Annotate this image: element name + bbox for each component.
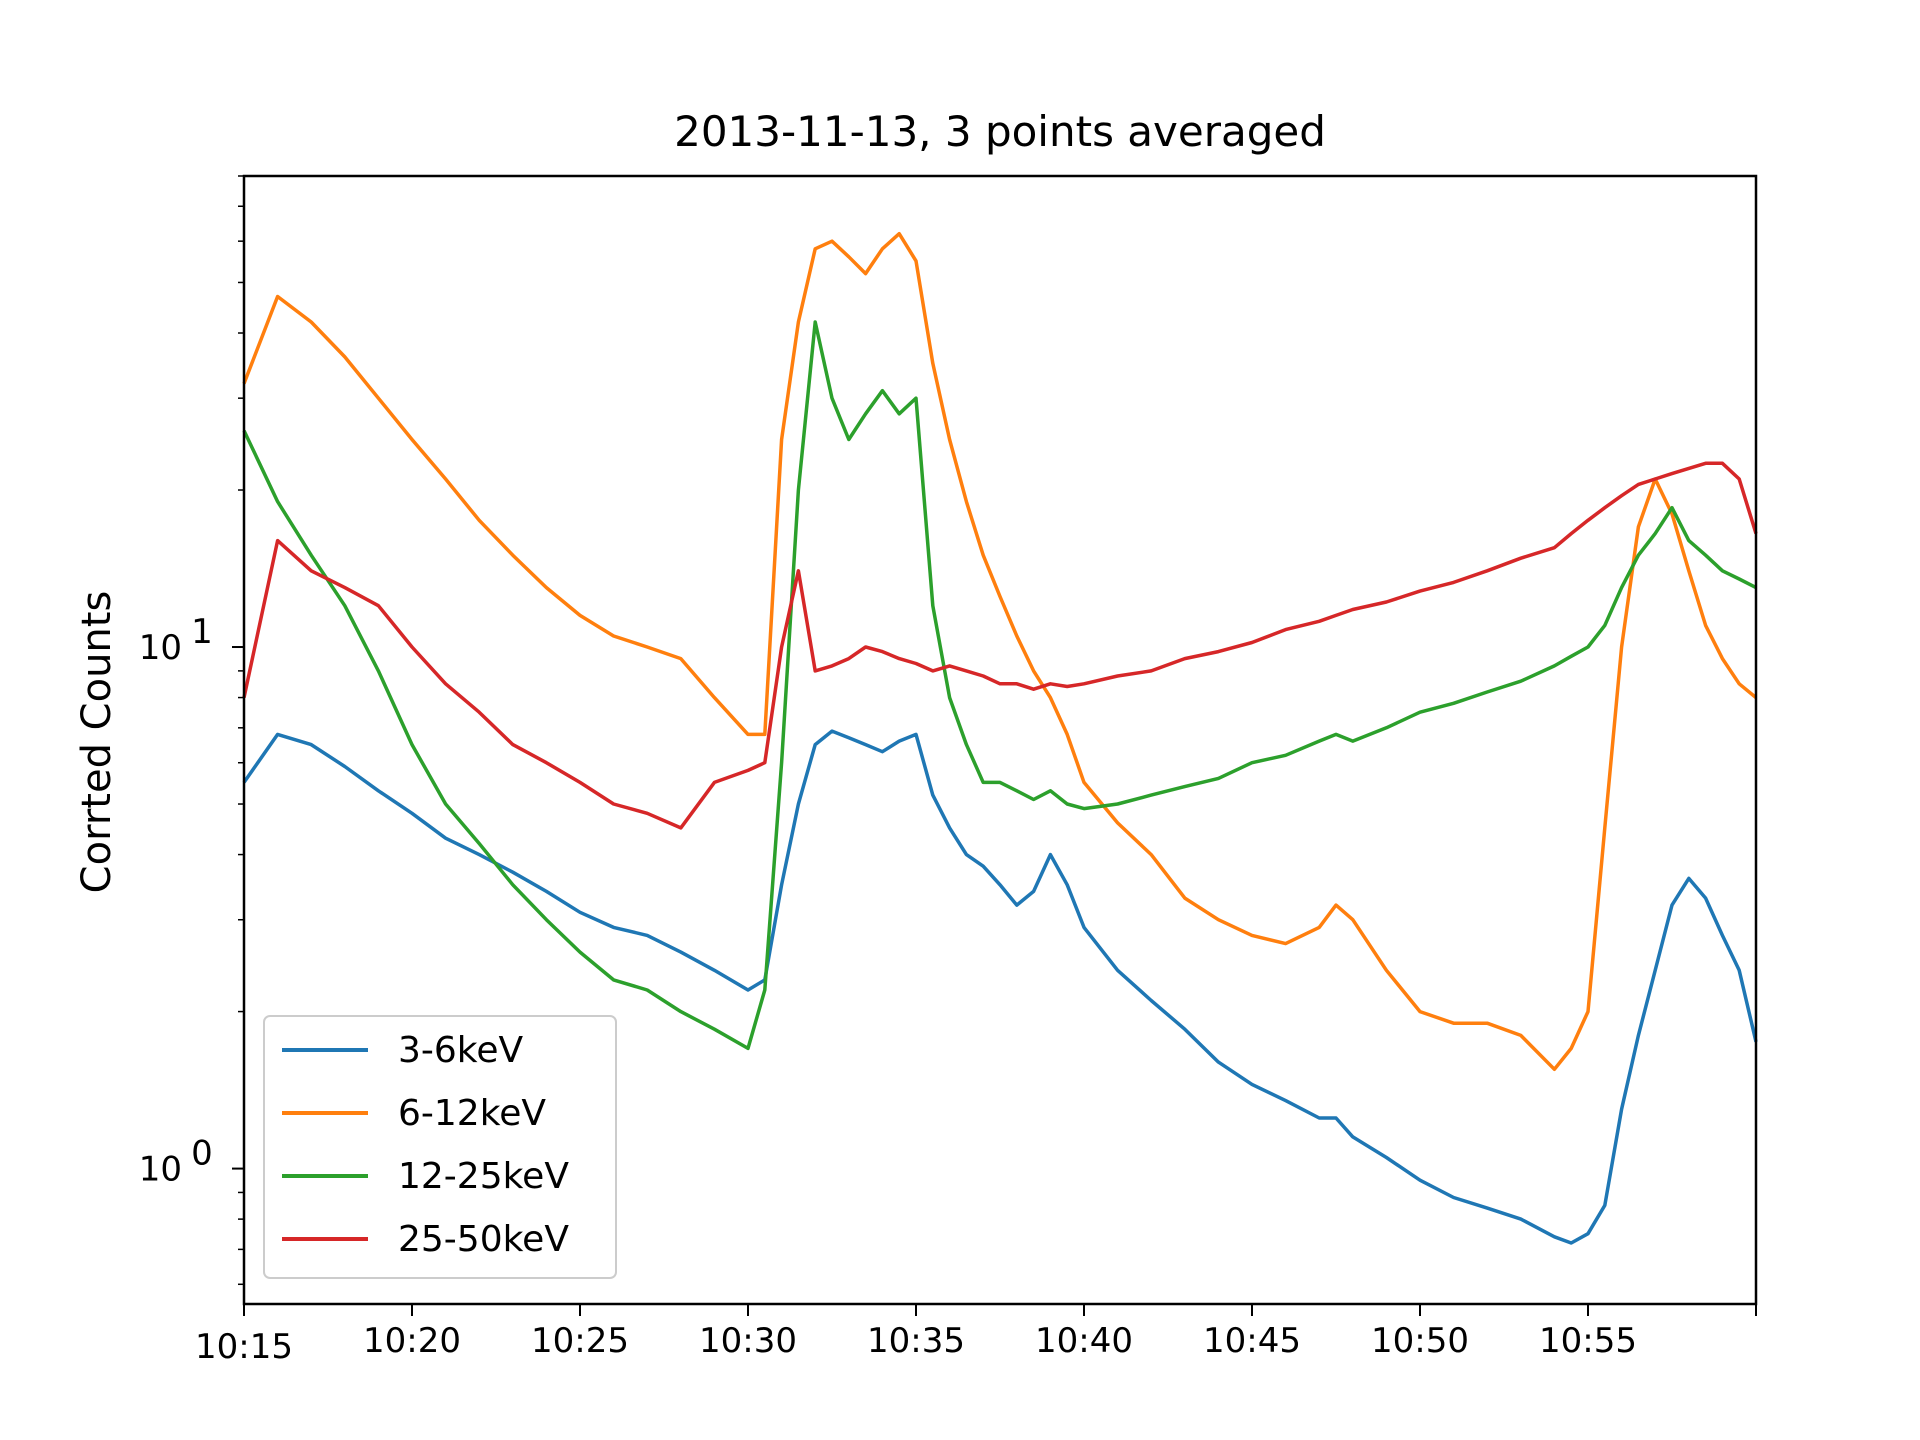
x-axis: 10:15 10:20 10:25 10:30 10:35 10:40 10:45 10:50… — [195, 1304, 1757, 1367]
x-tick-label: 10:25 — [531, 1321, 629, 1361]
x-tick-label: 10:15 — [195, 1327, 293, 1367]
legend-box — [263, 1015, 617, 1279]
legend-label: 6-12keV — [398, 1093, 546, 1134]
y-tick-label: 10 — [139, 628, 182, 668]
chart-title: 2013-11-13, 3 points averaged — [674, 107, 1326, 156]
series-line-12-25keV — [242, 320, 1757, 1051]
series-line-6-12keV — [242, 231, 1758, 1072]
y-tick-label: 10 — [139, 1150, 182, 1190]
x-tick-label: 10:55 — [1539, 1321, 1637, 1361]
legend-label: 3-6keV — [398, 1030, 524, 1071]
legend: 3-6keV 6-12keV 12-25keV 25-50keV — [263, 1015, 617, 1279]
y-tick-exponent: 0 — [191, 1134, 213, 1174]
series-line-3-6keV — [242, 729, 1758, 1245]
legend-label: 25-50keV — [398, 1219, 569, 1260]
legend-label: 12-25keV — [398, 1156, 569, 1197]
x-tick-label: 10:35 — [867, 1321, 965, 1361]
y-tick-exponent: 1 — [191, 612, 213, 652]
plot-frame — [242, 174, 1758, 1306]
x-tick-label: 10:40 — [1035, 1321, 1133, 1361]
y-axis-label: Corrted Counts — [74, 591, 120, 894]
series-line-25-50keV — [242, 461, 1758, 830]
x-tick-label: 10:30 — [699, 1321, 797, 1361]
series-group — [242, 231, 1758, 1245]
x-tick-label: 10:45 — [1203, 1321, 1301, 1361]
x-tick-label: 10:50 — [1371, 1321, 1469, 1361]
x-tick-label: 10:20 — [363, 1321, 461, 1361]
